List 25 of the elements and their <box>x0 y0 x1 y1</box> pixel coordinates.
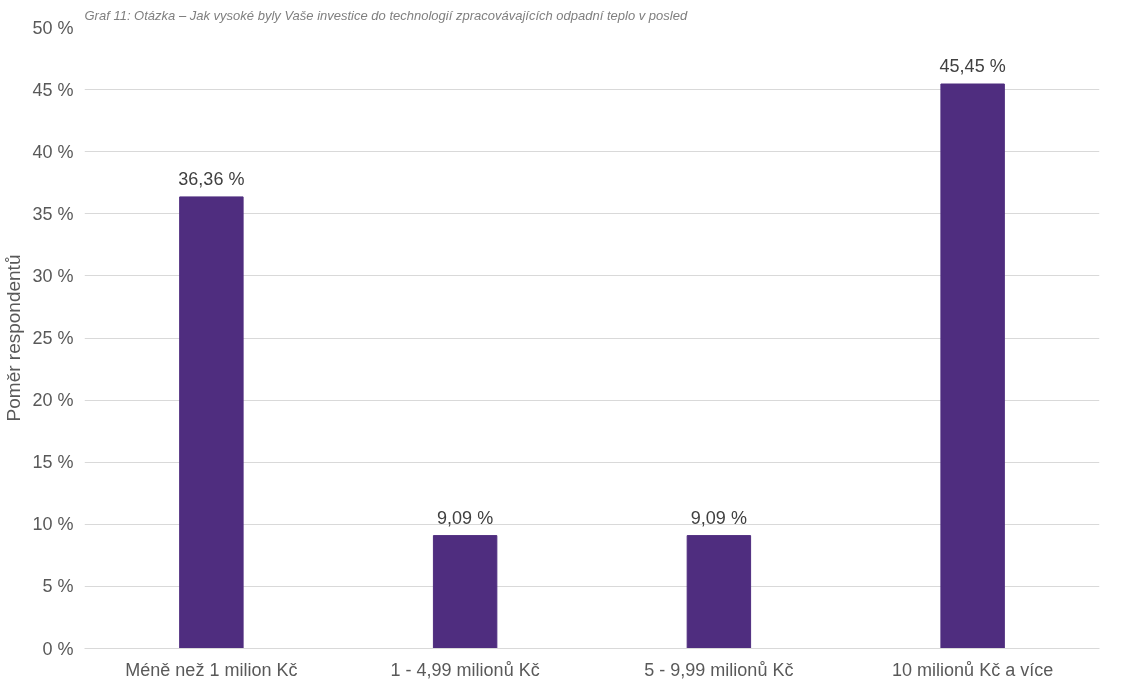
chart-title: Graf 11: Otázka – Jak vysoké byly Vaše investice do technologií zpracovávajících odpadní teplo v posled <box>84 7 688 23</box>
x-tick-label: 1 - 4,99 milionů Kč <box>390 659 540 680</box>
y-tick-label: 5 % <box>42 576 74 597</box>
y-tick-label: 35 % <box>32 203 74 224</box>
bar <box>432 535 498 649</box>
bar <box>940 83 1005 649</box>
x-tick-label: 5 - 9,99 milionů Kč <box>644 659 794 680</box>
y-tick-label: 0 % <box>42 638 74 659</box>
y-tick-label: 30 % <box>32 265 74 286</box>
y-tick-label: 40 % <box>32 141 74 162</box>
y-tick-label: 45 % <box>32 79 74 100</box>
y-tick-label: 50 % <box>32 17 74 38</box>
x-tick-label: Méně než 1 milion Kč <box>125 659 298 680</box>
y-tick-label: 10 % <box>32 514 74 535</box>
data-label: 9,09 % <box>690 507 747 528</box>
bar <box>179 196 244 649</box>
y-tick-label: 20 % <box>32 390 74 411</box>
y-tick-label: 15 % <box>32 452 74 473</box>
x-tick-label: 10 milionů Kč a více <box>892 659 1054 680</box>
data-label: 36,36 % <box>178 168 245 189</box>
data-label: 9,09 % <box>437 507 494 528</box>
data-label: 45,45 % <box>939 56 1006 77</box>
bar <box>686 535 752 649</box>
y-tick-label: 25 % <box>32 328 74 348</box>
y-axis-title: Poměr respondentů <box>3 254 25 422</box>
